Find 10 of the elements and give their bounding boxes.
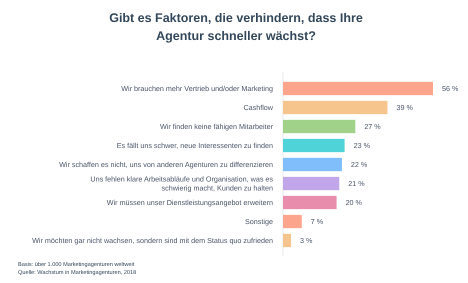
- bar: [283, 100, 388, 114]
- bar: [283, 214, 302, 228]
- bar: [283, 176, 340, 190]
- bar: [283, 158, 342, 172]
- bar: [283, 234, 292, 248]
- bar: [283, 138, 345, 152]
- bar: [283, 196, 337, 210]
- chart-title: Gibt es Faktoren, die verhindern, dass Ihre Agentur schneller wächst?: [109, 11, 363, 43]
- bar: [283, 82, 433, 96]
- bar: [283, 120, 356, 134]
